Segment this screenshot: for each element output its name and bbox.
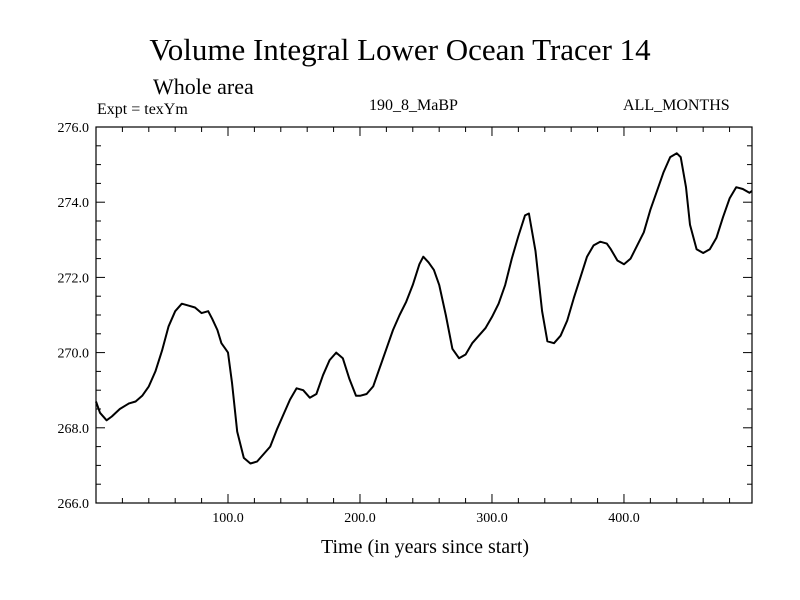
plot-frame xyxy=(95,126,753,504)
y-tick-label: 272.0 xyxy=(58,271,90,286)
y-tick-label: 268.0 xyxy=(58,422,90,437)
y-tick-label: 276.0 xyxy=(58,121,90,136)
x-tick-label: 200.0 xyxy=(344,511,376,526)
case-label: 190_8_MaBP xyxy=(369,97,458,114)
y-tick-label: 270.0 xyxy=(58,347,90,362)
series-line xyxy=(95,152,753,465)
experiment-label: Expt = texYm xyxy=(97,101,188,118)
x-axis-label: Time (in years since start) xyxy=(320,536,530,558)
chart-title: Volume Integral Lower Ocean Tracer 14 xyxy=(149,32,651,67)
x-tick-label: 300.0 xyxy=(476,511,508,526)
tick-labels: 100.0 200.0 300.0 400.0 266.0 268.0 270.0 272.0… xyxy=(58,121,640,526)
x-tick-label: 100.0 xyxy=(212,511,244,526)
y-tick-label: 266.0 xyxy=(58,497,90,512)
x-tick-label: 400.0 xyxy=(608,511,640,526)
y-tick-label: 274.0 xyxy=(58,196,90,211)
chart-subtitle: Whole area xyxy=(153,74,254,99)
months-label: ALL_MONTHS xyxy=(623,97,730,114)
axis-ticks xyxy=(96,127,752,503)
